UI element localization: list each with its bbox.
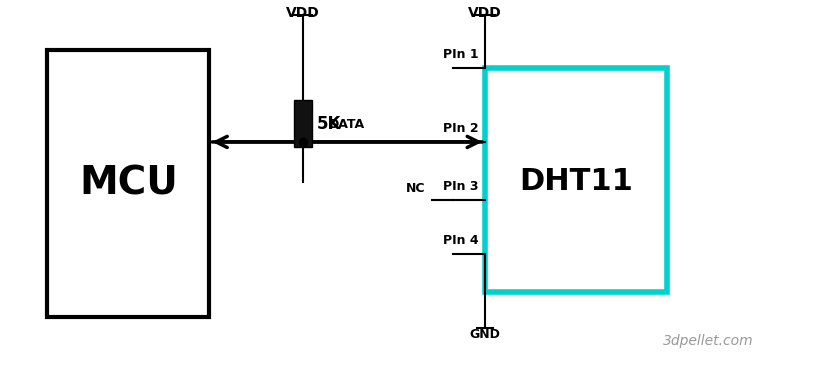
Text: PIn 3: PIn 3 bbox=[443, 179, 478, 193]
Text: VDD: VDD bbox=[286, 6, 320, 21]
Text: GND: GND bbox=[469, 328, 500, 341]
Bar bbox=[294, 100, 312, 148]
Text: PIn 4: PIn 4 bbox=[443, 234, 478, 247]
Text: 5K: 5K bbox=[317, 115, 341, 133]
Text: DHT11: DHT11 bbox=[520, 167, 633, 196]
Bar bbox=[47, 50, 210, 317]
Text: DATA: DATA bbox=[329, 118, 366, 131]
Text: NC: NC bbox=[406, 182, 426, 195]
Bar bbox=[485, 68, 667, 292]
Text: 3dpellet.com: 3dpellet.com bbox=[663, 334, 753, 348]
Text: PIn 2: PIn 2 bbox=[443, 122, 478, 135]
Text: VDD: VDD bbox=[468, 6, 502, 21]
Text: MCU: MCU bbox=[79, 164, 178, 203]
Text: PIn 1: PIn 1 bbox=[443, 48, 478, 61]
